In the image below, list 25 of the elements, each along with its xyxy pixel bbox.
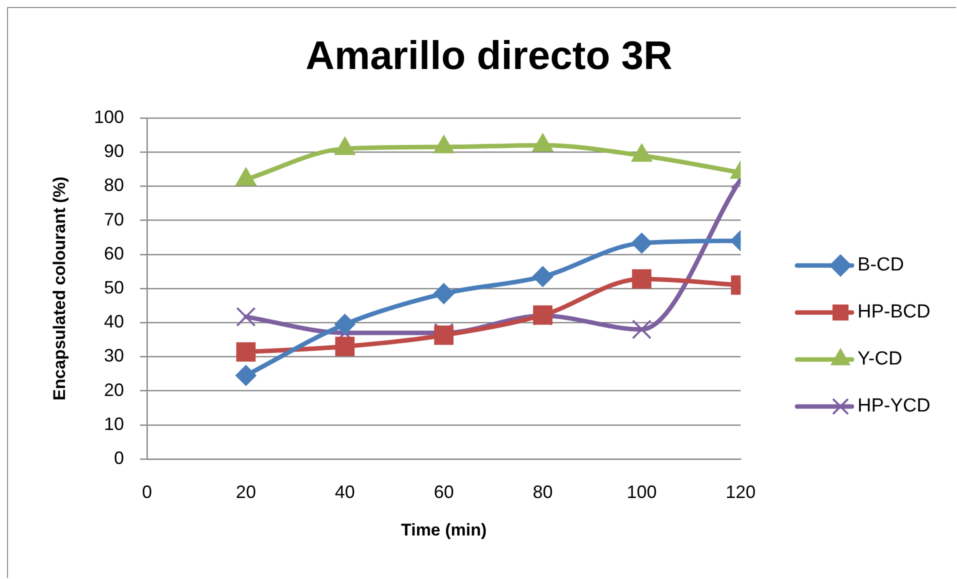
y-tick-label: 0 [114,448,124,468]
x-tick-label: 60 [434,482,454,502]
y-tick-label: 40 [104,312,124,332]
y-tick-label: 50 [104,277,124,298]
x-axis-title: Time (min) [401,520,487,540]
y-tick-label: 60 [104,243,124,264]
x-tick-label: 80 [532,482,553,502]
legend-label: B-CD [858,254,904,276]
y-tick-label: 20 [104,380,124,400]
y-tick-label: 70 [104,209,124,230]
x-tick-label: 100 [626,482,657,502]
y-axis-title: Encapsulated colourant (%) [50,176,69,400]
x-tick-label: 20 [236,482,256,502]
chart-title: Amarillo directo 3R [306,34,672,78]
x-tick-label: 40 [334,482,355,502]
y-tick-label: 100 [94,106,124,127]
x-tick-label: 0 [142,482,152,502]
y-tick-label: 90 [104,141,124,162]
y-tick-label: 30 [104,346,124,366]
legend-label: Y-CD [858,348,902,370]
legend-label: HP-YCD [858,396,930,417]
legend-label: HP-BCD [858,302,930,323]
x-tick-label: 120 [726,482,756,502]
y-tick-label: 80 [104,175,124,196]
y-tick-label: 10 [104,414,124,434]
